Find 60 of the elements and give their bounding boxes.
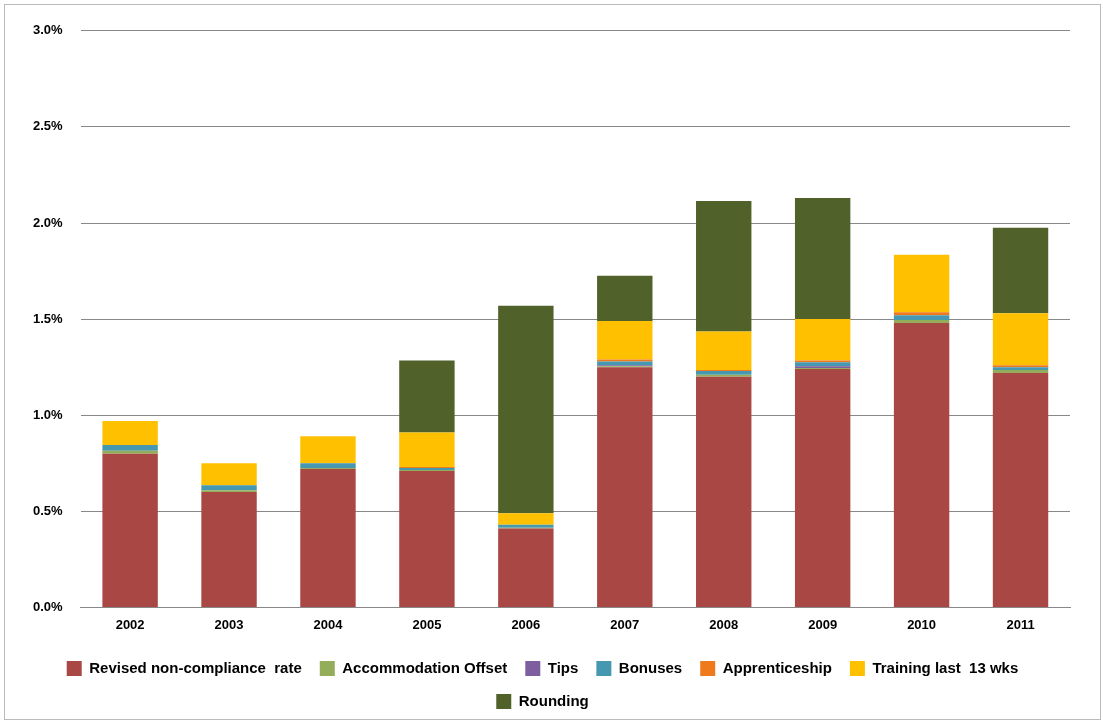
legend-label: Bonuses <box>618 658 683 676</box>
y-tick-label: 1.5% <box>32 310 64 326</box>
x-tick-label: 2009 <box>808 616 838 632</box>
bar <box>201 463 257 486</box>
y-tick-label: 1.0% <box>32 406 64 422</box>
legend-label: Rounding <box>518 691 589 709</box>
bar <box>399 360 455 433</box>
bar <box>794 319 851 361</box>
bar <box>498 528 554 607</box>
bar <box>696 376 752 607</box>
bar <box>201 492 257 607</box>
bar <box>300 469 356 607</box>
bar <box>399 432 455 468</box>
bar <box>794 369 851 607</box>
x-tick-label: 2008 <box>709 616 739 632</box>
y-tick-label: 0.5% <box>32 502 64 518</box>
y-tick-label: 2.0% <box>32 214 64 230</box>
bar <box>794 198 851 320</box>
bar <box>597 361 653 366</box>
bar <box>201 485 257 491</box>
bar <box>102 420 158 445</box>
bar <box>597 275 653 322</box>
bar <box>597 321 653 360</box>
bar <box>102 453 158 607</box>
legend-label: Apprenticeship <box>722 658 832 676</box>
x-tick-label: 2002 <box>115 616 145 632</box>
x-tick-label: 2010 <box>907 616 937 632</box>
bar <box>102 450 158 454</box>
bar <box>992 313 1049 366</box>
bar <box>893 254 950 313</box>
bar <box>498 513 554 525</box>
bar <box>498 305 554 514</box>
bar <box>992 227 1049 314</box>
bar <box>893 320 950 323</box>
legend-label: Training last 13 wks <box>872 658 1019 676</box>
legend-label: Revised non-compliance rate <box>89 658 302 676</box>
bar <box>696 200 752 332</box>
x-tick-label: 2003 <box>214 616 244 632</box>
bar <box>893 315 950 321</box>
y-tick-label: 0.0% <box>32 598 64 614</box>
x-tick-label: 2005 <box>412 616 442 632</box>
bar <box>399 470 455 607</box>
y-tick-label: 2.5% <box>32 118 64 134</box>
legend-label: Accommodation Offset <box>342 658 508 676</box>
x-tick-label: 2006 <box>511 616 541 632</box>
legend-label: Tips <box>547 658 579 676</box>
bar <box>102 444 158 451</box>
bar <box>696 370 752 375</box>
bar <box>992 372 1049 607</box>
bar <box>300 436 356 464</box>
bar <box>893 312 950 316</box>
bar <box>893 322 950 607</box>
bar <box>696 331 752 371</box>
bar <box>794 362 851 367</box>
y-tick-label: 3.0% <box>32 22 64 38</box>
bar <box>300 463 356 469</box>
x-tick-label: 2007 <box>610 616 640 632</box>
x-tick-label: 2011 <box>1006 616 1035 632</box>
bar <box>597 367 653 607</box>
x-tick-label: 2004 <box>313 616 344 632</box>
